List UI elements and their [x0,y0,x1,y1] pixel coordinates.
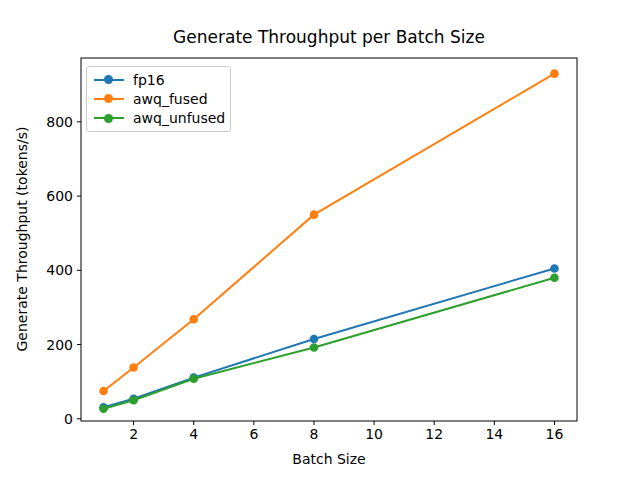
chart-figure: 2 4 6 8 10 12 14 16 0 200 400 600 800 Generate Throu… [0,0,640,480]
y-axis-tick-label: 400 [46,262,73,278]
legend-label-awq_unfused: awq_unfused [133,110,225,126]
legend-line-marker-swatch-awq_unfused [94,117,124,119]
x-axis-tick-label: 4 [189,426,198,442]
x-axis-tick-label: 8 [310,426,319,442]
data-point-awq_unfused-x4 [189,374,198,383]
series-line-awq_unfused [104,278,555,409]
legend-marker-dot-awq_unfused [104,114,113,123]
legend-label-awq_fused: awq_fused [133,91,208,107]
y-axis-tick-label: 200 [46,337,73,353]
x-axis-tick-label: 6 [249,426,258,442]
y-axis-tick-label: 800 [46,114,73,130]
x-axis-tick-label: 10 [365,426,383,442]
data-point-awq_unfused-x16 [550,273,559,282]
data-point-awq_fused-x1 [99,387,108,396]
data-point-awq_fused-x2 [129,363,138,372]
data-point-awq_unfused-x1 [99,404,108,413]
data-point-awq_fused-x4 [189,315,198,324]
x-axis-tick-label: 2 [129,426,138,442]
data-point-awq_unfused-x8 [310,343,319,352]
legend-label-fp16: fp16 [133,72,165,88]
x-axis-tick-label: 12 [425,426,443,442]
y-axis-tick-label: 0 [64,411,73,427]
chart-title: Generate Throughput per Batch Size [81,27,577,48]
legend-marker-dot-awq_fused [104,94,113,103]
data-point-awq_fused-x16 [550,69,559,78]
y-axis-tick-label: 600 [46,188,73,204]
data-point-fp16-x16 [550,264,559,273]
data-point-awq_fused-x8 [310,210,319,219]
x-axis-tick-label: 14 [485,426,503,442]
y-axis-label: Generate Throughput (tokens/s) [14,127,30,352]
legend-line-marker-swatch-awq_fused [94,98,124,100]
data-point-fp16-x8 [310,335,319,344]
data-point-awq_unfused-x2 [129,396,138,405]
legend: fp16 awq_fused awq_unfused [86,66,231,132]
legend-item-fp16: fp16 [94,72,226,88]
legend-marker-dot-fp16 [104,75,113,84]
legend-item-awq_fused: awq_fused [94,91,226,107]
legend-item-awq_unfused: awq_unfused [94,110,226,126]
x-axis-label: Batch Size [81,451,577,467]
x-axis-tick-label: 16 [546,426,564,442]
legend-line-marker-swatch-fp16 [94,79,124,81]
